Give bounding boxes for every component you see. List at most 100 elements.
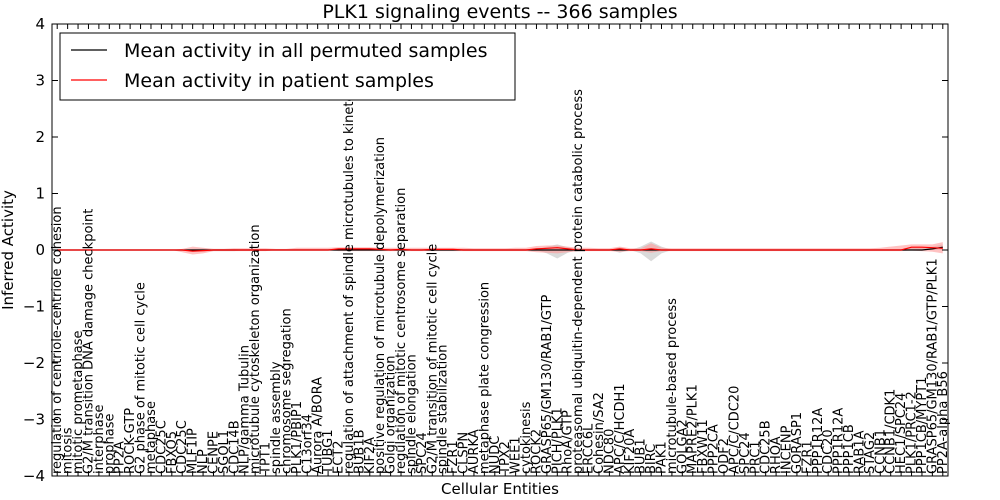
category-label: PP2A [113,441,128,474]
category-label: metaphase [144,401,159,474]
category-label: G2 phase of mitotic cell cycle [134,282,149,474]
category-label: G2/M transition DNA damage checkpoint [82,209,97,474]
category-label: metaphase plate congression [477,282,492,474]
y-tick-label: −1 [23,298,45,316]
category-label: STAG2 [863,432,878,474]
category-label: SGOL1 [217,430,232,474]
category-label: NLP/gamma Tubulin [238,345,253,474]
category-label: GRASP65/GM130/RAB1/GTP [540,295,555,474]
category-label: regulation of centriole-centriole cohesi… [50,206,65,474]
category-label: PPP1CB/MYPT1 [915,377,930,474]
series-line-patient [57,246,943,252]
category-label: microtubule-based process [665,298,680,474]
category-label: NDC80 [602,429,617,474]
category-label: CDC25C [154,420,169,474]
x-axis-label: Cellular Entities [441,480,559,498]
legend: Mean activity in all permuted samples Me… [59,32,516,101]
category-label: Aurora A/BORA [311,377,326,474]
category-label: FZR1 [800,440,815,474]
category-label: interphase [92,404,107,474]
spread-bands [57,241,943,262]
category-label: PPP1R12A [832,408,847,474]
category-label: C13orf34 [300,414,315,474]
category-label: MAPRE2/PLK1 [686,384,701,474]
category-label: AURKA [467,429,482,474]
category-label: CCNB1/CDK1 [884,389,899,474]
category-label: cytokinesis [519,401,534,474]
category-label: PP2A-alpha B56 [936,371,951,474]
category-label: spindle assembly [269,361,284,474]
category-label: CCNB1 [873,429,888,474]
category-label: BUB1 [634,438,649,474]
category-label: Cohesin/SA2 [592,392,607,474]
category-label: HEC1/SPC24 [894,393,909,474]
chart-title: PLK1 signaling events -- 366 samples [322,1,677,23]
category-label: spindle elongation [404,354,419,474]
category-label: FBXO5 [165,431,180,474]
category-label: microtubule cytoskeleton organization [248,224,263,474]
category-label: RHOA [769,436,784,474]
category-label: G2/M transition of mitotic cell cycle [425,244,440,474]
category-label: CDC20 [821,429,836,474]
category-label: NLP [196,449,211,474]
category-label: PRC1 [748,440,763,474]
category-label: KIF20A [623,429,638,474]
y-axis-label: Inferred Activity [0,190,17,310]
y-tick-label: 2 [35,128,45,146]
category-label: PICH/PLK1 [550,407,565,474]
plot-frame [51,23,949,477]
category-label: Golgi organization [384,356,399,474]
y-tick-label: 3 [35,72,45,90]
category-label: TPX2 [498,441,513,475]
category-label: mitosis [61,427,76,474]
category-label: RhoA/GTP [561,410,576,474]
category-label: ERCC6L [582,423,597,474]
y-tick-label: 0 [35,241,45,259]
category-label: regulation of attachment of spindle micr… [342,57,357,474]
category-label: positive regulation of microtubule depol… [373,137,388,474]
category-label: RAB1A [852,430,867,474]
category-label: APC/C/HCDH1 [613,383,628,474]
category-label: ROCK-GTP [123,408,138,474]
category-label: CDC25C [175,420,190,474]
category-label: GOLGA2 [675,419,690,474]
y-tick-label: −3 [23,411,45,429]
category-label: NUDC [488,436,503,474]
category-label: GORASP1 [790,412,805,474]
y-tick-label: 4 [35,15,45,33]
category-label: BIRC [644,444,659,474]
category-label: CDC14B [227,420,242,474]
category-label: proteasomal ubiquitin-dependent protein … [571,89,586,474]
y-tick-label: −2 [23,354,45,372]
category-label: MLF1IP [186,428,201,474]
x-axis-ticks [56,24,944,476]
category-label: ODF2 [717,438,732,474]
category-label: INCENP [780,425,795,474]
category-label: PLK1/PRC1-2 [905,391,920,474]
legend-label-permuted: Mean activity in all permuted samples [124,40,487,62]
category-labels: regulation of centriole-centriole cohesi… [50,57,951,475]
category-label: APC/C/CDC20 [727,386,742,474]
band-patient [57,242,943,255]
category-label: TUBG1 [321,430,336,476]
y-tick-label: −4 [23,467,45,485]
y-axis-ticks: −4 −3 −2 −1 0 1 2 3 4 [23,15,948,485]
category-label: TPT1 [259,442,274,475]
category-label: FZR1 [446,440,461,474]
legend-label-patient: Mean activity in patient samples [124,70,434,92]
legend-box [59,32,516,101]
category-label: chromosome segregation [279,308,294,474]
category-label: spindle stabilization [436,345,451,475]
category-label: PPP2CA [707,424,722,474]
category-label: SPC24 [415,432,430,474]
category-label: WEE1 [509,436,524,474]
category-label: PAK1 [655,441,670,474]
category-label: CENPE [207,431,222,474]
category-label: GRASP65/GM130/RAB1/GTP/PLK1 [925,258,940,474]
series-lines [57,246,943,252]
category-label: CDC25B [759,420,774,474]
category-label: PPP1R12A [811,408,826,474]
category-label: CLSPN [457,432,472,474]
category-label: ROCK2 [530,429,545,474]
